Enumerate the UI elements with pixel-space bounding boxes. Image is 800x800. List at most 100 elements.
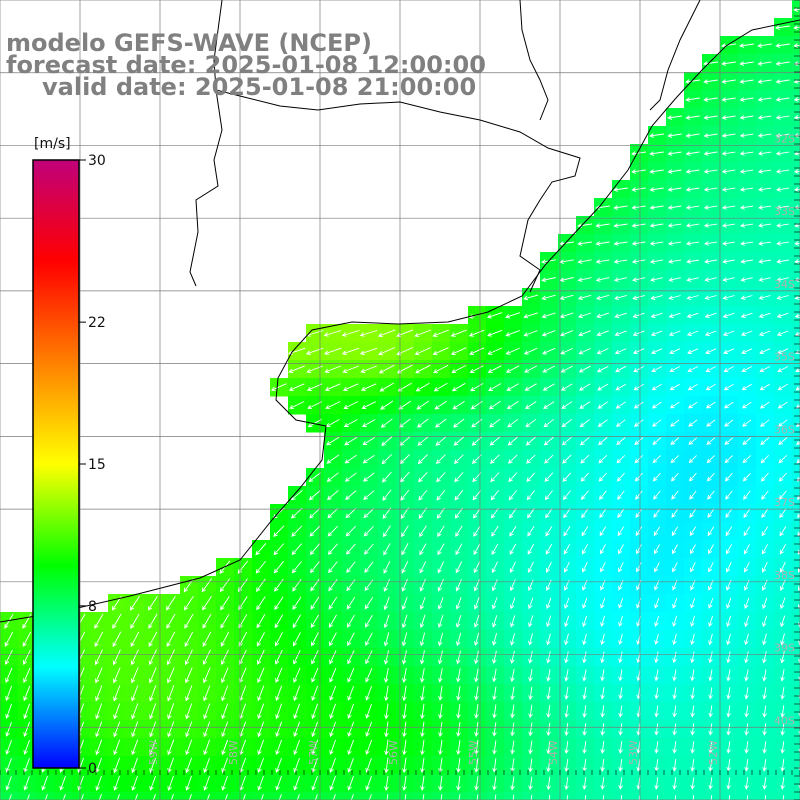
wind-arrow [383, 578, 391, 592]
wind-arrow [762, 723, 767, 736]
wind-arrow [692, 795, 695, 800]
wind-arrow [724, 419, 734, 427]
wind-arrow [544, 454, 554, 464]
wind-arrow [398, 418, 411, 428]
wind-arrow [314, 794, 318, 800]
wind-arrow [671, 526, 679, 537]
wind-arrow [509, 597, 516, 610]
wind-arrow [600, 687, 605, 700]
wind-arrow [705, 366, 716, 372]
wind-arrow [307, 401, 323, 410]
wind-arrow [329, 668, 337, 683]
wind-arrow [292, 578, 302, 592]
wind-arrow [776, 312, 789, 318]
wind-arrow [722, 312, 735, 318]
wind-arrow [595, 223, 610, 228]
wind-arrow [564, 704, 569, 718]
wind-arrow [726, 633, 731, 646]
wind-arrow [744, 561, 750, 573]
wind-arrow [400, 507, 410, 519]
wind-arrow [600, 651, 605, 664]
wind-arrow [402, 685, 407, 702]
wind-arrow [578, 330, 592, 337]
wind-arrow [613, 259, 628, 264]
wind-arrow [706, 455, 715, 464]
wind-arrow [23, 685, 31, 702]
wind-arrow [419, 578, 426, 592]
colorbar-tick-label: 15 [88, 457, 106, 473]
wind-arrow [599, 508, 607, 519]
wind-arrow [98, 794, 102, 800]
wind-arrow [618, 669, 623, 682]
wind-arrow [613, 187, 628, 192]
wind-arrow [726, 562, 732, 573]
wind-arrow [582, 651, 587, 664]
latitude-label: 33S [774, 205, 795, 218]
wind-arrow [744, 741, 749, 754]
wind-arrow [562, 490, 571, 501]
wind-arrow [456, 776, 461, 791]
wind-arrow [600, 758, 605, 772]
wind-arrow [654, 615, 660, 627]
wind-arrow [775, 25, 791, 30]
wind-arrow [638, 795, 641, 800]
wind-arrow [362, 454, 375, 464]
wind-arrow [633, 366, 645, 373]
wind-cell [792, 612, 800, 631]
wind-arrow [224, 794, 228, 800]
wind-arrow [651, 366, 663, 373]
wind-arrow [794, 259, 800, 264]
wind-arrow [651, 383, 662, 391]
wind-arrow [257, 685, 265, 702]
wind-arrow [343, 401, 359, 409]
wind-arrow [798, 766, 800, 772]
wind-arrow [401, 614, 408, 629]
wind-arrow [724, 437, 734, 445]
wind-arrow [708, 687, 713, 700]
wind-arrow [670, 472, 679, 482]
wind-arrow [528, 776, 533, 791]
wind-arrow [416, 418, 429, 428]
wind-arrow [613, 277, 628, 282]
longitude-label: 57W [307, 740, 320, 765]
wind-arrow [581, 526, 589, 537]
colorbar-ticks: 30 22 15 8 0 [79, 153, 106, 777]
wind-arrow [510, 633, 516, 646]
wind-arrow [541, 330, 556, 337]
wind-arrow [238, 631, 248, 647]
wind-arrow [582, 776, 587, 790]
wind-arrow [564, 776, 569, 791]
wind-arrow [148, 613, 158, 629]
wind-arrow [203, 757, 211, 773]
wind-arrow [487, 329, 503, 337]
wind-arrow [649, 259, 664, 264]
wind-arrow [203, 685, 211, 702]
wind-arrow [708, 759, 713, 772]
wind-arrow [672, 741, 677, 754]
wind-arrow [546, 651, 551, 664]
wind-arrow [667, 187, 682, 192]
wind-arrow [778, 454, 788, 464]
wind-arrow [546, 776, 551, 791]
wind-arrow [780, 777, 785, 790]
wind-arrow [686, 312, 699, 318]
wind-arrow [600, 741, 605, 754]
wind-arrow [184, 667, 193, 684]
wind-arrow [345, 543, 356, 555]
wind-arrow [491, 597, 498, 610]
wind-arrow [598, 454, 608, 464]
wind-arrow [458, 794, 461, 800]
wind-arrow [650, 330, 663, 337]
wind-arrow [113, 685, 121, 702]
wind-arrow [289, 401, 305, 410]
wind-arrow [686, 295, 699, 300]
wind-arrow [450, 329, 467, 337]
wind-arrow [760, 472, 769, 482]
wind-arrow [257, 775, 264, 791]
wind-arrow [382, 525, 391, 538]
wind-arrow [257, 739, 265, 756]
wind-arrow [777, 348, 789, 355]
wind-arrow [739, 79, 754, 84]
wind-arrow [386, 794, 389, 800]
wind-arrow [455, 525, 463, 538]
